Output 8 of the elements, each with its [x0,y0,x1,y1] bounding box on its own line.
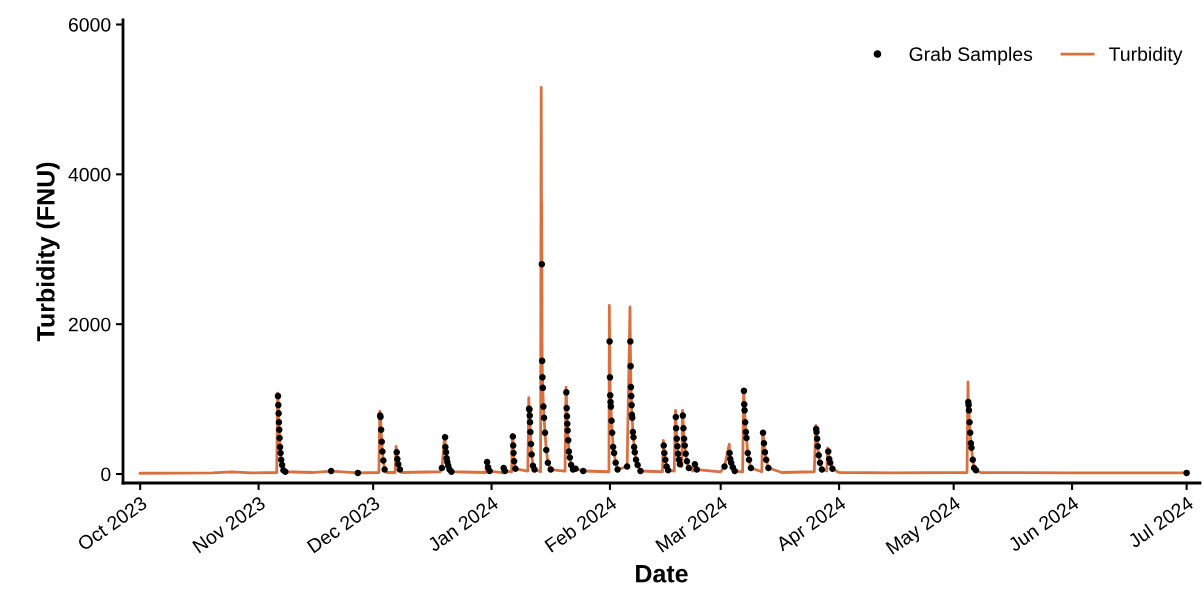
y-tick-label: 4000 [68,167,111,182]
legend-label: Grab Samples [909,46,1033,65]
legend-label: Turbidity [1109,46,1183,65]
y-tick-label: 6000 [68,17,111,32]
y-tick-label: 0 [101,467,111,482]
y-axis-title: Turbidity (FNU) [36,162,60,342]
x-axis-title: Date [636,565,688,583]
y-tick-label: 2000 [68,317,111,332]
